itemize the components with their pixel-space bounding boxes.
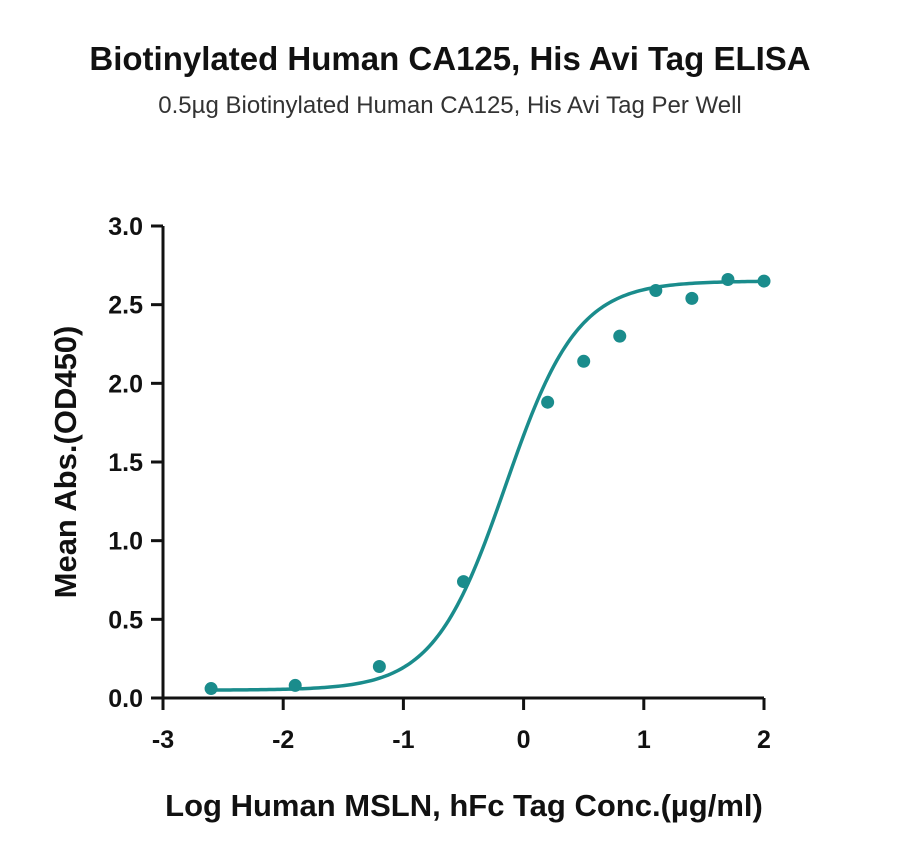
data-point xyxy=(372,660,386,674)
x-axis-title: Log Human MSLN, hFc Tag Conc.(µg/ml) xyxy=(165,788,763,823)
data-point xyxy=(613,329,627,343)
data-points-layer xyxy=(204,272,771,696)
data-point xyxy=(457,575,470,589)
y-axis-title: Mean Abs.(OD450) xyxy=(48,326,83,599)
y-tick-label: 0.0 xyxy=(108,685,143,713)
data-point xyxy=(288,678,302,692)
data-point xyxy=(649,284,663,298)
fit-curve-layer xyxy=(211,279,765,692)
x-tick-label: -2 xyxy=(272,726,294,754)
y-tick-label: 2.0 xyxy=(108,370,143,398)
fit-curve xyxy=(211,279,765,692)
chart-subtitle: 0.5µg Biotinylated Human CA125, His Avi … xyxy=(158,92,742,119)
y-tick-label: 1.0 xyxy=(108,528,143,556)
y-tick-label: 2.5 xyxy=(108,292,143,320)
y-tick-label: 1.5 xyxy=(108,449,143,477)
data-point xyxy=(685,291,699,305)
data-point xyxy=(757,274,771,288)
x-tick-label: 1 xyxy=(637,726,651,754)
chart-title: Biotinylated Human CA125, His Avi Tag EL… xyxy=(89,40,811,77)
x-tick-label: 0 xyxy=(517,726,531,754)
data-point xyxy=(577,354,591,368)
data-point xyxy=(541,395,555,409)
data-point xyxy=(721,272,735,286)
x-tick-label: -1 xyxy=(392,726,414,754)
data-point xyxy=(204,682,218,696)
y-tick-label: 3.0 xyxy=(108,213,143,241)
axes: 0.0 0.5 1.0 1.5 2.0 2.5 3.0 -3 -2 -1 0 1 2 xyxy=(108,213,771,754)
y-tick-label: 0.5 xyxy=(108,606,143,634)
x-tick-label: -3 xyxy=(152,726,174,754)
x-tick-label: 2 xyxy=(757,726,771,754)
